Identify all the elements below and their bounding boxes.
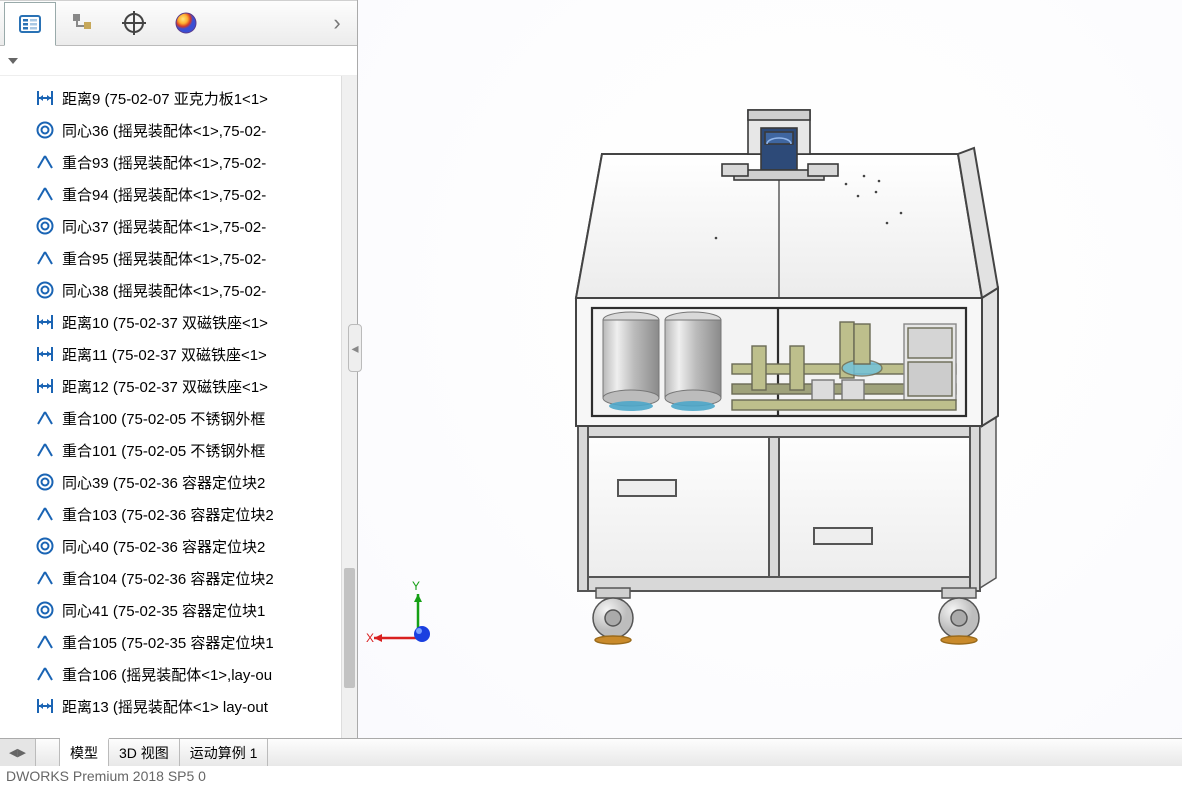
concentric-mate-icon (34, 119, 56, 141)
sidebar-tab-display[interactable] (108, 1, 160, 45)
mate-item[interactable]: 距离9 (75-02-07 亚克力板1<1> (34, 82, 341, 114)
mate-label: 重合94 (摇晃装配体<1>,75-02- (62, 184, 266, 205)
mate-item[interactable]: 同心40 (75-02-36 容器定位块2 (34, 530, 341, 562)
mate-item[interactable]: 距离13 (摇晃装配体<1> lay-out (34, 690, 341, 722)
appearance-sphere-icon (173, 10, 199, 36)
view-orientation-triad[interactable]: X Y (366, 580, 446, 660)
mate-label: 重合103 (75-02-36 容器定位块2 (62, 504, 274, 525)
coincident-mate-icon (34, 631, 56, 653)
coincident-mate-icon (34, 151, 56, 173)
mates-tree: 距离9 (75-02-07 亚克力板1<1> 同心36 (摇晃装配体<1>,75-… (0, 76, 357, 738)
distance-mate-icon (34, 87, 56, 109)
mate-item[interactable]: 同心36 (摇晃装配体<1>,75-02- (34, 114, 341, 146)
concentric-mate-icon (34, 279, 56, 301)
sidebar-tab-feature-tree[interactable] (4, 2, 56, 46)
sidebar-tab-config[interactable] (56, 1, 108, 45)
distance-mate-icon (34, 343, 56, 365)
feature-tree-icon (17, 11, 43, 37)
mate-label: 距离9 (75-02-07 亚克力板1<1> (62, 88, 268, 109)
mate-item[interactable]: 距离11 (75-02-37 双磁铁座<1> (34, 338, 341, 370)
triad-x-label: X (366, 631, 374, 645)
distance-mate-icon (34, 375, 56, 397)
mate-item[interactable]: 重合101 (75-02-05 不锈钢外框 (34, 434, 341, 466)
distance-mate-icon (34, 311, 56, 333)
tree-filter-row (0, 46, 357, 76)
coincident-mate-icon (34, 247, 56, 269)
distance-mate-icon (34, 695, 56, 717)
coincident-mate-icon (34, 567, 56, 589)
filter-chevron-icon (6, 54, 20, 68)
mate-label: 同心39 (75-02-36 容器定位块2 (62, 472, 265, 493)
mate-label: 重合105 (75-02-35 容器定位块1 (62, 632, 274, 653)
mate-label: 重合100 (75-02-05 不锈钢外框 (62, 408, 265, 429)
mate-item[interactable]: 重合103 (75-02-36 容器定位块2 (34, 498, 341, 530)
concentric-mate-icon (34, 535, 56, 557)
status-bar: DWORKS Premium 2018 SP5 0 (0, 766, 1182, 788)
mate-label: 距离11 (75-02-37 双磁铁座<1> (62, 344, 267, 365)
mate-item[interactable]: 重合95 (摇晃装配体<1>,75-02- (34, 242, 341, 274)
feature-tree-sidebar: › 距离9 (75-02-07 亚克力板1<1> 同心36 (摇晃装配体<1>,7… (0, 0, 358, 738)
bottom-tab-scroll-left[interactable]: ◀▶ (0, 739, 36, 766)
mate-item[interactable]: 距离12 (75-02-37 双磁铁座<1> (34, 370, 341, 402)
coincident-mate-icon (34, 439, 56, 461)
mate-item[interactable]: 重合100 (75-02-05 不锈钢外框 (34, 402, 341, 434)
mate-item[interactable]: 重合105 (75-02-35 容器定位块1 (34, 626, 341, 658)
mate-label: 同心37 (摇晃装配体<1>,75-02- (62, 216, 266, 237)
mate-label: 距离12 (75-02-37 双磁铁座<1> (62, 376, 268, 397)
bottom-tab-motion[interactable]: 运动算例 1 (180, 739, 269, 766)
triad-y-label: Y (412, 580, 420, 593)
mate-label: 同心36 (摇晃装配体<1>,75-02- (62, 120, 266, 141)
sidebar-tab-appearance[interactable] (160, 1, 212, 45)
concentric-mate-icon (34, 599, 56, 621)
mate-item[interactable]: 重合94 (摇晃装配体<1>,75-02- (34, 178, 341, 210)
mate-item[interactable]: 重合93 (摇晃装配体<1>,75-02- (34, 146, 341, 178)
mate-item[interactable]: 同心39 (75-02-36 容器定位块2 (34, 466, 341, 498)
mate-item[interactable]: 同心41 (75-02-35 容器定位块1 (34, 594, 341, 626)
graphics-viewport[interactable]: X Y (358, 0, 1182, 738)
coincident-mate-icon (34, 183, 56, 205)
bottom-tab-strip: ◀▶ 模型 3D 视图 运动算例 1 (0, 738, 1182, 766)
crosshair-icon (121, 10, 147, 36)
coincident-mate-icon (34, 503, 56, 525)
panel-splitter-handle[interactable]: ◂ (348, 324, 362, 372)
coincident-mate-icon (34, 663, 56, 685)
mate-label: 重合101 (75-02-05 不锈钢外框 (62, 440, 265, 461)
tree-scroll-thumb[interactable] (344, 568, 355, 688)
sidebar-expand-arrow[interactable]: › (317, 10, 357, 36)
mate-label: 重合104 (75-02-36 容器定位块2 (62, 568, 274, 589)
config-tree-icon (69, 10, 95, 36)
mate-item[interactable]: 距离10 (75-02-37 双磁铁座<1> (34, 306, 341, 338)
mate-label: 同心41 (75-02-35 容器定位块1 (62, 600, 265, 621)
mate-item[interactable]: 同心38 (摇晃装配体<1>,75-02- (34, 274, 341, 306)
tree-scrollbar[interactable] (341, 76, 357, 738)
concentric-mate-icon (34, 471, 56, 493)
bottom-tab-model[interactable]: 模型 (60, 738, 109, 766)
mate-label: 同心38 (摇晃装配体<1>,75-02- (62, 280, 266, 301)
bottom-tab-3dview[interactable]: 3D 视图 (109, 739, 180, 766)
mate-label: 重合106 (摇晃装配体<1>,lay-ou (62, 664, 272, 685)
mate-item[interactable]: 重合104 (75-02-36 容器定位块2 (34, 562, 341, 594)
mate-label: 重合95 (摇晃装配体<1>,75-02- (62, 248, 266, 269)
coincident-mate-icon (34, 407, 56, 429)
model-render (556, 68, 1006, 648)
sidebar-tab-strip: › (0, 0, 357, 46)
mate-label: 重合93 (摇晃装配体<1>,75-02- (62, 152, 266, 173)
mate-label: 距离10 (75-02-37 双磁铁座<1> (62, 312, 268, 333)
mate-label: 同心40 (75-02-36 容器定位块2 (62, 536, 265, 557)
mate-label: 距离13 (摇晃装配体<1> lay-out (62, 696, 268, 717)
mate-item[interactable]: 重合106 (摇晃装配体<1>,lay-ou (34, 658, 341, 690)
mate-item[interactable]: 同心37 (摇晃装配体<1>,75-02- (34, 210, 341, 242)
concentric-mate-icon (34, 215, 56, 237)
